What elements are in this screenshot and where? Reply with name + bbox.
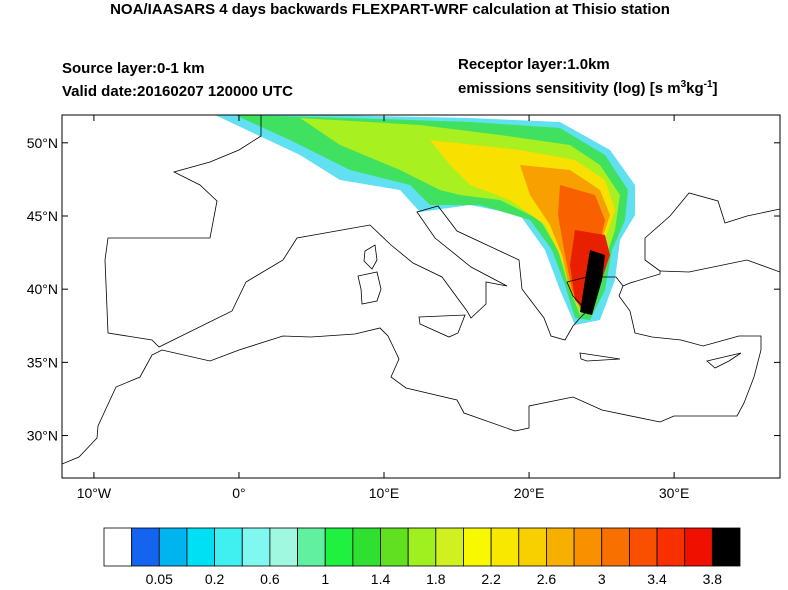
colorbar-box — [490, 527, 520, 567]
colorbar-box — [518, 527, 547, 567]
plume — [215, 115, 635, 325]
colorbar-tick-label: 0.2 — [205, 571, 225, 585]
colorbar-tick-label: 3 — [598, 571, 606, 585]
colorbar-box — [103, 527, 133, 567]
lon-tick-label: 10°W — [77, 485, 112, 501]
units-text: ] — [713, 80, 718, 97]
map-frame — [61, 114, 781, 479]
colorbar-tick-label: 1.4 — [371, 571, 391, 585]
colorbar-box — [601, 527, 630, 567]
colorbar-box — [380, 527, 409, 567]
colorbar-box — [158, 527, 188, 567]
colorbar-box — [297, 527, 326, 567]
colorbar-box — [656, 527, 686, 567]
lon-tick-label: 0° — [232, 485, 245, 501]
colorbar: 0.05 0.2 0.6 1 1.4 1.8 2.2 2.6 3 3.4 3.8 — [103, 527, 741, 587]
lon-tick-label: 30°E — [659, 485, 690, 501]
colorbar-tick-label: 3.4 — [647, 571, 667, 585]
valid-date: Valid date:20160207 120000 UTC — [62, 83, 293, 100]
coastlines — [62, 115, 780, 465]
colorbar-tick-label: 0.05 — [146, 571, 173, 585]
colorbar-box — [186, 527, 216, 567]
colorbar-tick-label: 2.6 — [537, 571, 557, 585]
colorbar-box — [463, 527, 492, 567]
axes: 50°N 45°N 40°N 35°N 30°N 10°W 0° 10°E 20°E 30°E — [27, 115, 780, 501]
source-layer: Source layer:0-1 km — [62, 60, 205, 77]
units-sup: 3 — [681, 79, 687, 90]
colorbar-tick-label: 1.8 — [426, 571, 446, 585]
map — [62, 115, 780, 465]
colorbar-tick-label: 3.8 — [703, 571, 723, 585]
lat-tick-label: 30°N — [27, 428, 58, 444]
lon-tick-label: 10°E — [369, 485, 400, 501]
lat-tick-label: 40°N — [27, 281, 58, 297]
units-label: emissions sensitivity (log) [s m3kg-1] — [458, 79, 718, 97]
title: NOA/IAASARS 4 days backwards FLEXPART-WR… — [110, 1, 670, 18]
colorbar-box — [546, 527, 575, 567]
receptor-layer: Receptor layer:1.0km — [458, 56, 610, 73]
units-text: kg — [686, 80, 704, 97]
colorbar-box — [628, 527, 658, 567]
colorbar-box — [435, 527, 464, 567]
lat-tick-label: 50°N — [27, 135, 58, 151]
colorbar-box — [214, 527, 243, 567]
colorbar-box — [352, 527, 381, 567]
colorbar-tick-label: 2.2 — [481, 571, 501, 585]
colorbar-box — [711, 527, 741, 567]
colorbar-box — [684, 527, 713, 567]
lat-tick-label: 45°N — [27, 208, 58, 224]
units-sup: -1 — [704, 79, 713, 90]
colorbar-tick-label: 0.6 — [260, 571, 280, 585]
units-text: emissions sensitivity (log) [s m — [458, 80, 681, 97]
colorbar-box — [407, 527, 437, 567]
colorbar-box — [324, 527, 354, 567]
colorbar-tick-label: 1 — [321, 571, 329, 585]
colorbar-box — [573, 527, 603, 567]
colorbar-box — [269, 527, 298, 567]
lon-tick-label: 20°E — [514, 485, 545, 501]
lat-tick-label: 35°N — [27, 354, 58, 370]
colorbar-box — [131, 527, 160, 567]
colorbar-box — [241, 527, 271, 567]
